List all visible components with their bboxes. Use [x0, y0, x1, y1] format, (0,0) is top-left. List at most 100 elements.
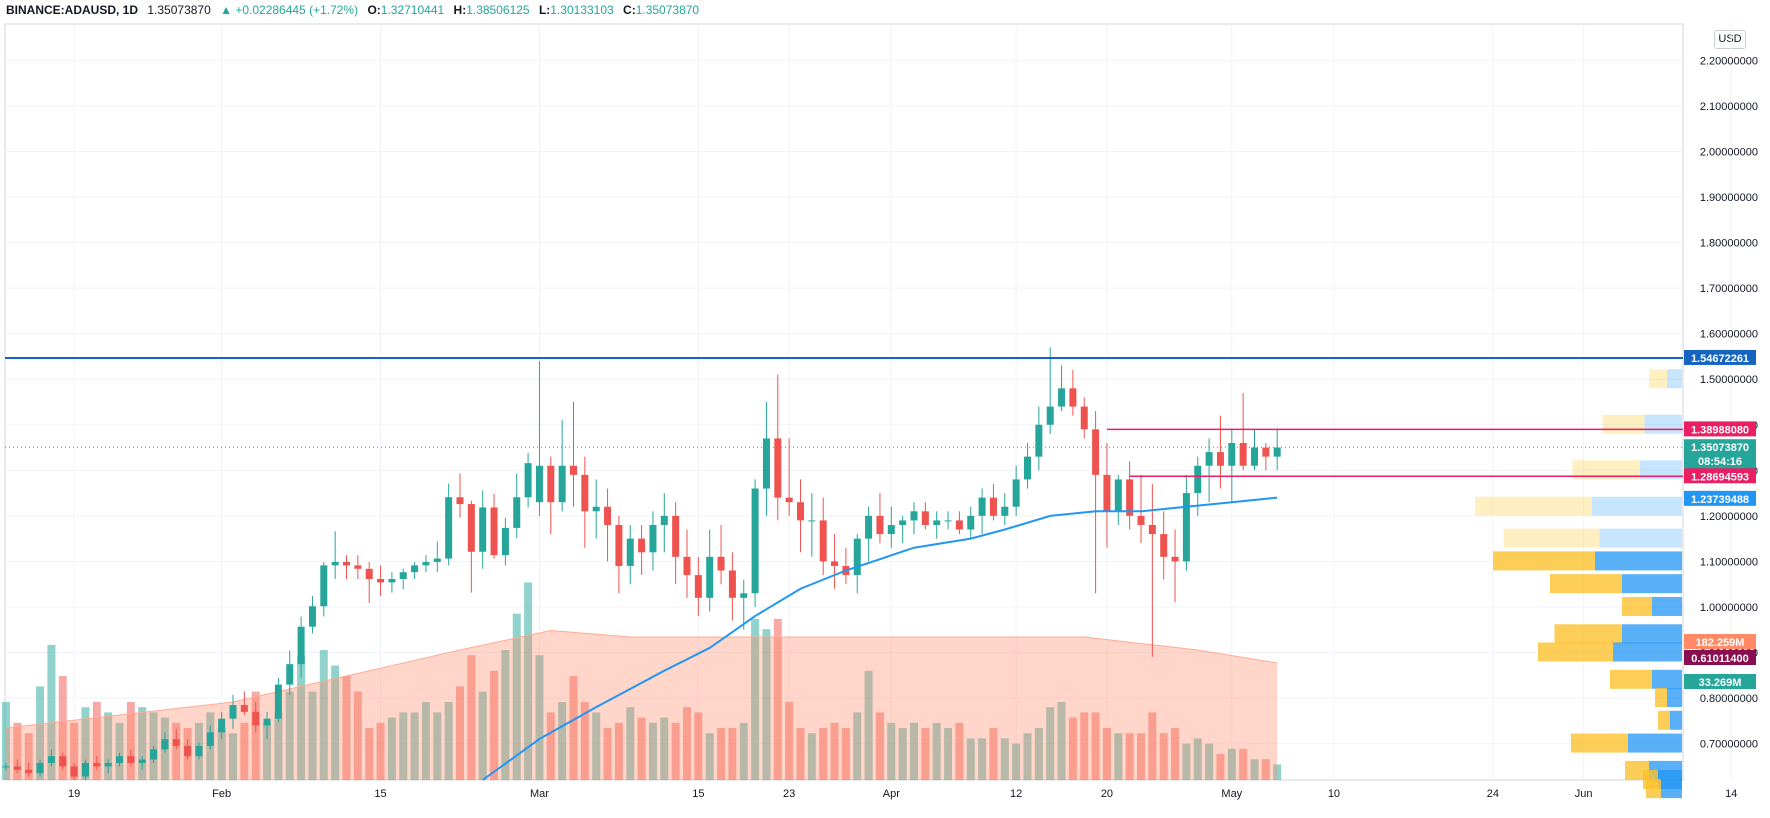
x-tick-label: 14	[1725, 788, 1737, 800]
low-value: 1.30133103	[550, 3, 614, 17]
y-tick-label: 0.80000000	[1700, 693, 1758, 705]
candle-body	[1148, 524, 1156, 535]
volume-bar	[387, 717, 396, 780]
candle-body	[240, 705, 248, 712]
countdown-label: 08:54:16	[1698, 456, 1742, 468]
x-tick-label: 24	[1487, 788, 1499, 800]
volume-bar	[853, 712, 862, 780]
candle-body	[717, 556, 725, 571]
candle-body	[989, 497, 997, 516]
volume-profile-down	[1592, 496, 1682, 516]
candle-body	[206, 732, 214, 746]
candle-body	[343, 561, 350, 566]
candle-body	[501, 527, 509, 556]
candle-body	[411, 565, 419, 573]
volume-bar	[648, 722, 657, 780]
volume-bar	[773, 618, 782, 780]
bottom-tag-label: 0.61011400	[1691, 653, 1749, 665]
candle-body	[728, 570, 736, 598]
high-label: H:	[453, 3, 467, 17]
price-tag	[1684, 349, 1756, 365]
candle-body	[1262, 447, 1270, 457]
currency-button[interactable]: USD	[1714, 30, 1746, 49]
volume-bar	[240, 722, 249, 780]
candle-body	[1205, 452, 1213, 466]
candle-body	[1046, 406, 1054, 425]
candle-body	[116, 756, 123, 763]
volume-bar	[558, 702, 567, 780]
volume-profile-down	[1652, 669, 1682, 689]
candle-body	[638, 538, 646, 553]
volume-profile-up	[1554, 624, 1622, 644]
open-value: 1.32710441	[380, 3, 445, 17]
volume-bar	[308, 691, 317, 780]
candle-body	[649, 524, 657, 553]
candle-body	[1024, 456, 1031, 480]
candle-body	[1228, 442, 1236, 466]
volume-bar	[1080, 712, 1089, 780]
plot-frame	[4, 23, 1684, 781]
volume-bar	[365, 728, 374, 780]
candle-body	[320, 565, 328, 607]
volume-bar	[660, 717, 669, 780]
y-tick-label: 1.50000000	[1700, 374, 1758, 386]
volume-bar	[1205, 743, 1214, 780]
volume-bar	[1273, 764, 1282, 780]
volume-profile-down	[1595, 551, 1682, 571]
candle-body	[2, 766, 10, 768]
volume-bar	[978, 738, 987, 780]
volume-bar	[467, 655, 476, 780]
candle-body	[1080, 406, 1088, 430]
candle-body	[456, 497, 464, 505]
volume-ma-area	[6, 630, 1278, 780]
volume-bar	[796, 728, 805, 780]
candle-body	[479, 507, 487, 552]
candle-body	[36, 762, 44, 774]
volume-bar	[966, 738, 975, 780]
price-tag-label: 1.28694593	[1691, 471, 1749, 483]
candle-body	[1126, 479, 1134, 516]
candle-body	[558, 465, 566, 503]
candle-body	[762, 438, 770, 489]
candle-body	[218, 718, 226, 733]
volume-profile-down	[1599, 528, 1682, 548]
volume-bar	[830, 722, 839, 780]
volume-bar	[1091, 712, 1100, 780]
candle-body	[184, 745, 192, 757]
volume-bar	[1250, 759, 1259, 780]
candle-body	[570, 465, 577, 475]
candle-body	[808, 520, 816, 522]
candle-body	[1160, 534, 1168, 557]
volume-bar	[1182, 743, 1191, 780]
candle-body	[252, 711, 260, 726]
candle-body	[161, 739, 169, 750]
volume-bar	[433, 712, 442, 780]
candle-body	[93, 762, 101, 767]
candle-body	[47, 756, 55, 763]
volume-bar	[887, 722, 896, 780]
volume-profile-up	[1475, 496, 1592, 516]
y-tick-label: 1.80000000	[1700, 238, 1758, 250]
candle-body	[1137, 515, 1145, 525]
volume-bar	[807, 733, 816, 780]
high-value: 1.38506125	[466, 3, 530, 17]
price-tag-label: 1.54672261	[1691, 353, 1749, 365]
close-label: C:	[623, 3, 636, 17]
candle-body	[797, 502, 804, 521]
volume-profile-down	[1652, 596, 1682, 616]
candle-body	[672, 515, 680, 557]
x-tick-label: 12	[1010, 788, 1022, 800]
candle-body	[967, 515, 975, 530]
candle-body	[1058, 388, 1066, 407]
candle-body	[490, 507, 498, 556]
candle-body	[751, 488, 759, 594]
volume-bar	[172, 722, 181, 780]
candle-body	[422, 561, 430, 566]
candle-body	[1069, 388, 1077, 407]
candle-body	[1194, 465, 1202, 494]
candle-body	[955, 520, 963, 530]
y-tick-label: 1.90000000	[1700, 192, 1758, 204]
volume-bar	[944, 728, 953, 780]
candle-body	[1171, 556, 1179, 562]
